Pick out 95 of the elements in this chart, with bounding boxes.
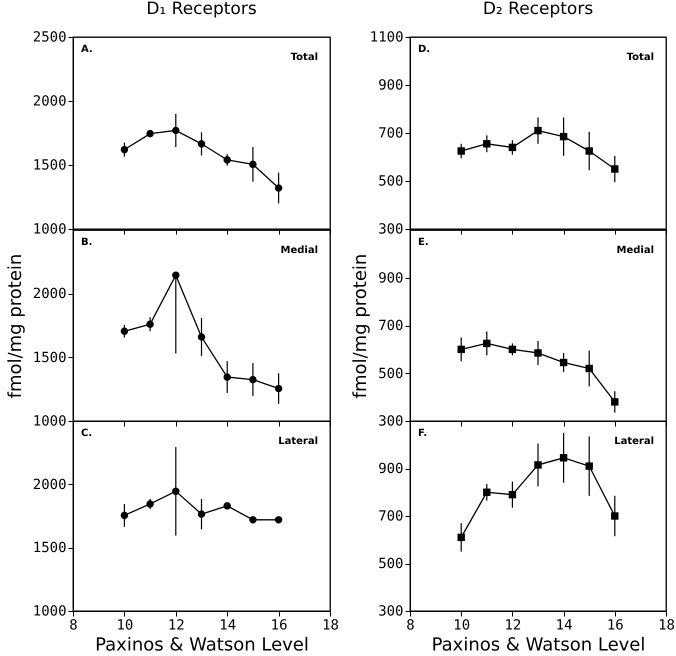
y-tick-label: 300 — [378, 414, 404, 430]
x-tick-label: 16 — [270, 618, 288, 634]
y-axis-title: fmol/mg protein — [4, 254, 26, 398]
point — [534, 349, 542, 357]
point — [508, 346, 516, 354]
y-tick-label: 900 — [378, 461, 404, 477]
annotation: D. — [418, 44, 430, 55]
annotation: Lateral — [278, 436, 318, 447]
y-tick-label: 1000 — [32, 414, 66, 430]
y-tick-label: 2000 — [32, 286, 66, 302]
x-tick-label: 14 — [219, 618, 236, 634]
annotation: Total — [290, 52, 318, 63]
x-tick-label: 12 — [504, 618, 522, 634]
x-axis-title: Paxinos & Watson Level — [95, 634, 309, 656]
point — [120, 146, 128, 154]
annotation: A. — [81, 44, 93, 55]
x-tick-label: 16 — [606, 618, 624, 634]
annotation: B. — [81, 237, 92, 248]
y-tick-label: 700 — [378, 508, 404, 524]
point — [483, 340, 491, 348]
annotation: E. — [418, 237, 429, 248]
y-tick-label: 1000 — [32, 222, 66, 238]
point — [457, 534, 465, 542]
y-tick-label: 700 — [378, 126, 404, 142]
point — [534, 461, 542, 469]
x-tick-label: 8 — [406, 618, 415, 634]
x-tick-label: 18 — [658, 618, 675, 634]
y-tick-label: 2500 — [32, 30, 66, 46]
x-tick-label: 18 — [322, 618, 339, 634]
point — [249, 516, 257, 524]
y-tick-label: 1500 — [32, 540, 66, 556]
annotation: C. — [81, 428, 92, 439]
point — [611, 165, 619, 173]
point — [274, 184, 282, 192]
annotation: Medial — [616, 245, 654, 256]
point — [611, 512, 619, 520]
x-tick-label: 12 — [168, 618, 185, 634]
point — [198, 333, 206, 341]
x-tick-label: 14 — [556, 618, 573, 634]
point — [585, 147, 593, 155]
point — [120, 512, 128, 520]
point — [172, 488, 180, 495]
point — [146, 320, 154, 328]
x-tick-label: 8 — [69, 618, 78, 634]
y-tick-label: 500 — [378, 366, 404, 382]
point — [508, 490, 516, 498]
y-tick-label: 300 — [378, 604, 404, 620]
y-tick-label: 900 — [378, 78, 404, 94]
point — [223, 502, 231, 510]
point — [611, 398, 619, 406]
point — [223, 156, 231, 164]
point — [249, 376, 257, 384]
point — [508, 144, 516, 152]
y-tick-label: 1500 — [32, 350, 66, 366]
point — [483, 140, 491, 148]
point — [585, 462, 593, 470]
y-tick-label: 900 — [378, 270, 404, 286]
annotation: Total — [626, 52, 654, 63]
point — [457, 346, 465, 354]
point — [560, 454, 568, 462]
point — [120, 328, 128, 335]
point — [534, 126, 542, 134]
point — [249, 160, 257, 168]
annotation: F. — [418, 428, 428, 439]
point — [198, 510, 206, 518]
point — [146, 500, 154, 508]
x-tick-label: 10 — [116, 618, 134, 634]
y-tick-label: 1500 — [32, 158, 66, 174]
y-tick-label: 300 — [378, 222, 404, 238]
chart-title: D₁ Receptors — [146, 0, 257, 19]
x-axis-title: Paxinos & Watson Level — [432, 634, 646, 656]
point — [274, 516, 282, 524]
annotation: Lateral — [614, 436, 654, 447]
y-tick-label: 700 — [378, 318, 404, 334]
point — [198, 140, 206, 148]
y-tick-label: 1100 — [370, 30, 404, 46]
y-tick-label: 500 — [378, 174, 404, 190]
y-tick-label: 2000 — [32, 94, 66, 110]
point — [483, 488, 491, 496]
x-tick-label: 10 — [453, 618, 470, 634]
point — [457, 147, 465, 155]
point — [172, 126, 180, 134]
y-tick-label: 2000 — [32, 476, 66, 493]
point — [223, 373, 231, 381]
y-axis-title: fmol/mg protein — [350, 254, 372, 398]
point — [146, 130, 154, 138]
point — [560, 132, 568, 140]
chart-title: D₂ Receptors — [482, 0, 594, 19]
point — [585, 364, 593, 372]
y-tick-label: 1000 — [32, 604, 66, 620]
point — [274, 384, 282, 392]
point — [560, 358, 568, 366]
y-tick-label: 500 — [378, 556, 404, 572]
point — [172, 272, 180, 279]
annotation: Medial — [280, 245, 318, 256]
